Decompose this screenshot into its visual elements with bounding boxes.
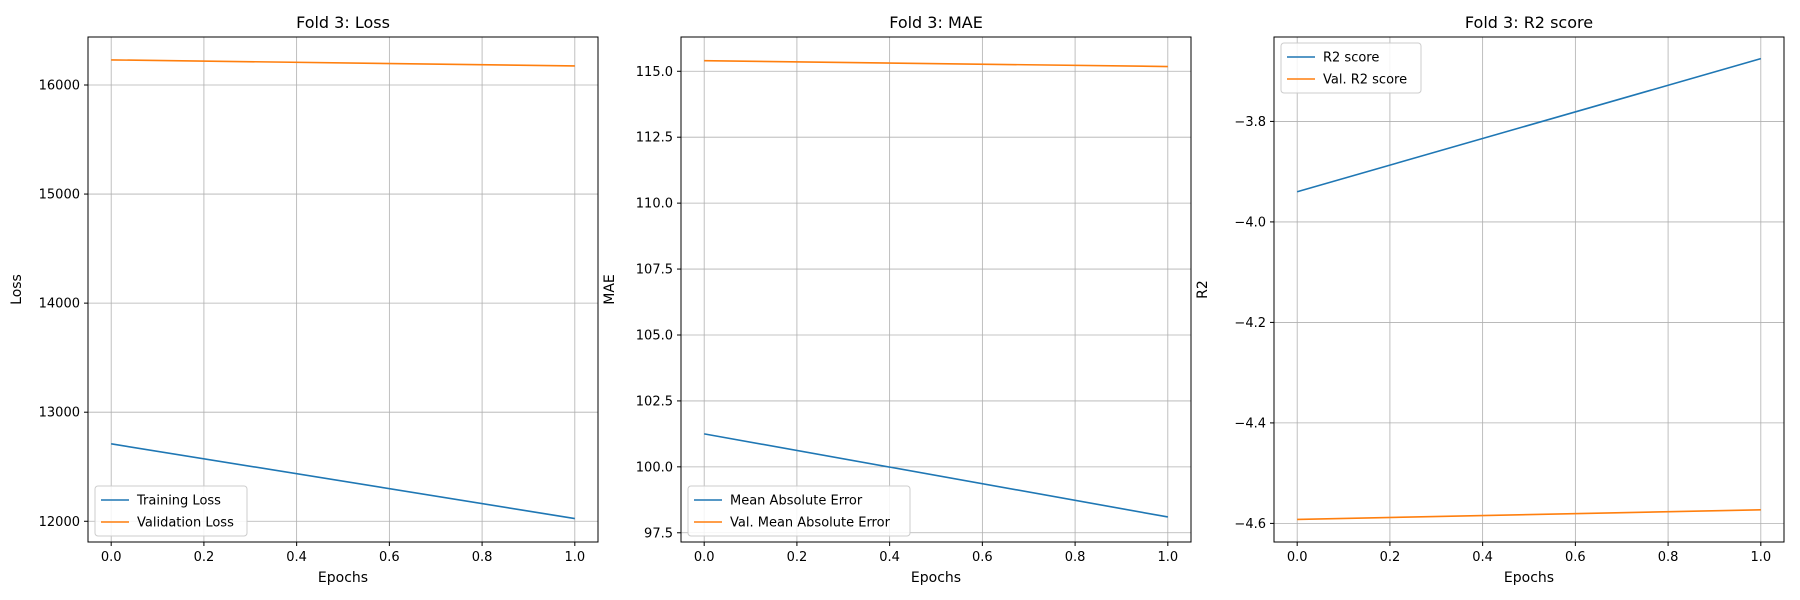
x-axis-label: Epochs <box>911 570 961 586</box>
legend-label: Val. Mean Absolute Error <box>730 516 891 531</box>
legend-box <box>687 485 911 537</box>
series-line-1 <box>704 433 1168 518</box>
chart-2: 0.0 0.2 0.4 0.6 0.8 1.0 97.5 100.0 102.5 105.0 107… <box>602 13 1192 586</box>
y-tick-label: 97.5 <box>644 526 673 541</box>
x-tick-label: 0.2 <box>194 550 215 565</box>
x-tick-label: 0.0 <box>101 550 122 565</box>
y-tick-label: 16000 <box>39 78 80 93</box>
x-tick-label: 1.0 <box>1157 550 1178 565</box>
y-tick-label: 15000 <box>39 188 80 203</box>
legend-label: Validation Loss <box>137 516 234 531</box>
legend-label: Training Loss <box>136 494 221 509</box>
legend-box <box>1280 42 1422 94</box>
y-tick-label: −4.2 <box>1234 316 1266 331</box>
y-tick-label: 100.0 <box>636 460 673 475</box>
axes-frame <box>1273 36 1785 543</box>
y-axis-label: MAE <box>602 274 618 305</box>
x-tick-label: 1.0 <box>1750 550 1771 565</box>
x-axis-label: Epochs <box>1504 570 1554 586</box>
axes-frame <box>87 36 599 543</box>
y-tick-label: 13000 <box>39 406 80 421</box>
y-axis-label: Loss <box>9 274 25 305</box>
chart-title: Fold 3: Loss <box>296 13 390 32</box>
legend-label: R2 score <box>1323 51 1379 66</box>
series-line-2 <box>704 59 1168 68</box>
y-tick-label: −3.8 <box>1234 115 1266 130</box>
y-tick-label: 14000 <box>39 297 80 312</box>
legend: R2 score Val. R2 score <box>1280 42 1422 94</box>
legend-label: Mean Absolute Error <box>730 494 863 509</box>
chart-3: 0.0 0.2 0.4 0.6 0.8 1.0 −4.6 −4.4 −4.2 −4.0 −3.8 Fo… <box>1195 13 1785 586</box>
chart-title: Fold 3: MAE <box>889 13 983 32</box>
legend-box <box>94 485 248 537</box>
chart-title: Fold 3: R2 score <box>1465 13 1593 32</box>
y-tick-label: 105.0 <box>636 328 673 343</box>
x-tick-label: 0.6 <box>972 550 993 565</box>
series-line-1 <box>1296 57 1762 193</box>
x-tick-label: 0.0 <box>1287 550 1308 565</box>
legend: Training Loss Validation Loss <box>94 485 248 537</box>
x-tick-label: 0.8 <box>1658 550 1679 565</box>
series-line-2 <box>111 59 575 67</box>
legend-label: Val. R2 score <box>1323 73 1407 88</box>
axes-frame <box>680 36 1192 543</box>
y-tick-label: −4.0 <box>1234 215 1266 230</box>
chart-1: 0.0 0.2 0.4 0.6 0.8 1.0 12000 13000 14000 15000 16… <box>9 13 599 586</box>
x-tick-label: 0.4 <box>286 550 307 565</box>
x-tick-label: 0.2 <box>1380 550 1401 565</box>
x-tick-label: 0.2 <box>787 550 808 565</box>
y-tick-label: 102.5 <box>636 394 673 409</box>
x-tick-label: 0.6 <box>1565 550 1586 565</box>
y-tick-label: −4.6 <box>1234 517 1266 532</box>
y-tick-label: −4.4 <box>1234 416 1266 431</box>
y-tick-label: 115.0 <box>636 65 673 80</box>
y-axis-label: R2 <box>1195 280 1211 299</box>
x-tick-label: 0.4 <box>1472 550 1493 565</box>
x-tick-label: 0.8 <box>1065 550 1086 565</box>
y-tick-label: 107.5 <box>636 263 673 278</box>
legend: Mean Absolute Error Val. Mean Absolute Er… <box>687 485 911 537</box>
x-tick-label: 0.8 <box>472 550 493 565</box>
series-line-2 <box>1297 509 1761 521</box>
y-tick-label: 112.5 <box>636 131 673 146</box>
y-tick-label: 12000 <box>39 515 80 530</box>
x-tick-label: 1.0 <box>564 550 585 565</box>
x-tick-label: 0.6 <box>379 550 400 565</box>
x-tick-label: 0.4 <box>879 550 900 565</box>
series-line-1 <box>111 443 575 520</box>
y-tick-label: 110.0 <box>636 197 673 212</box>
x-axis-label: Epochs <box>318 570 368 586</box>
x-tick-label: 0.0 <box>694 550 715 565</box>
